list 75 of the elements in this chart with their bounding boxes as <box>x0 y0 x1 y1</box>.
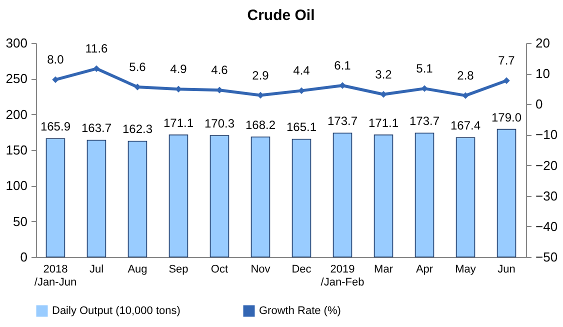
point <box>462 92 469 99</box>
data-label: 8.0 <box>47 52 64 67</box>
bar <box>374 134 394 258</box>
y2-tick-label: 20 <box>536 36 550 50</box>
y2-tick-label: −20 <box>536 158 558 173</box>
y-tick-label: 50 <box>13 214 28 229</box>
point <box>339 82 346 89</box>
x-tick-label: Jul <box>89 264 104 276</box>
data-label: 168.2 <box>245 118 276 132</box>
point <box>134 84 141 90</box>
data-label: 179.0 <box>492 110 522 124</box>
data-label: 171.1 <box>368 116 399 130</box>
data-label: 4.9 <box>170 62 188 76</box>
bar <box>128 140 148 258</box>
data-label: 173.7 <box>410 114 440 128</box>
point <box>421 85 428 92</box>
data-label: 171.1 <box>163 116 194 130</box>
data-label: 2.8 <box>457 68 474 83</box>
data-label: 7.7 <box>498 54 516 68</box>
y-tick-label: 200 <box>6 106 28 122</box>
bar <box>496 128 516 258</box>
legend-label: Daily Output (10,000 tons) <box>52 305 180 317</box>
data-label: 6.1 <box>334 58 352 72</box>
data-label: 3.2 <box>375 67 392 82</box>
x-tick-label: 2019 /Jan-Feb <box>320 264 364 288</box>
x-tick-label: Nov <box>250 264 271 276</box>
data-label: 2.9 <box>252 68 270 82</box>
bar <box>250 136 270 258</box>
bar <box>414 132 434 258</box>
data-label: 4.6 <box>211 63 228 78</box>
point <box>380 91 387 98</box>
x-tick-label: Apr <box>416 264 434 276</box>
data-label: 5.1 <box>416 62 434 76</box>
data-label: 165.9 <box>40 120 71 134</box>
bar <box>46 138 66 258</box>
data-label: 163.7 <box>81 121 112 136</box>
data-label: 165.1 <box>286 120 317 134</box>
y2-tick-label: −10 <box>536 127 558 142</box>
point <box>93 65 100 72</box>
y-tick-label: 250 <box>6 71 28 86</box>
bar <box>332 132 352 258</box>
x-tick-label: Dec <box>292 264 312 276</box>
x-tick-label: Mar <box>374 264 394 276</box>
data-label: 4.4 <box>293 64 310 78</box>
data-label: 5.6 <box>129 60 146 74</box>
bar <box>292 138 312 258</box>
y2-tick-label: 10 <box>536 66 550 82</box>
y-tick-label: 150 <box>6 142 28 158</box>
y-tick-label: 300 <box>6 36 28 50</box>
data-label: 173.7 <box>327 114 358 128</box>
x-tick-label: Aug <box>128 264 148 276</box>
point <box>298 87 305 94</box>
chart-title: Crude Oil <box>247 7 315 24</box>
y2-tick-label: −30 <box>536 188 558 204</box>
point <box>52 76 59 84</box>
x-tick-label: Jun <box>498 264 516 276</box>
bar <box>210 135 230 258</box>
x-tick-label: May <box>455 264 476 276</box>
data-label: 162.3 <box>122 122 153 136</box>
legend-label: Growth Rate (%) <box>259 305 341 317</box>
y2-tick-label: −40 <box>536 218 558 234</box>
data-label: 11.6 <box>85 42 108 56</box>
x-tick-label: 2018 /Jan-Jun <box>34 264 77 288</box>
y-tick-label: 100 <box>6 178 28 194</box>
bar <box>86 140 106 258</box>
bar <box>168 134 188 258</box>
x-tick-label: Sep <box>168 264 188 276</box>
x-tick-label: Oct <box>210 264 228 276</box>
y2-tick-label: 0 <box>536 96 543 112</box>
y-tick-label: 0 <box>20 250 28 264</box>
bar <box>456 137 476 258</box>
y2-tick-label: −50 <box>536 250 558 264</box>
point <box>503 77 510 84</box>
data-label: 167.4 <box>450 118 481 133</box>
data-label: 170.3 <box>204 116 235 131</box>
